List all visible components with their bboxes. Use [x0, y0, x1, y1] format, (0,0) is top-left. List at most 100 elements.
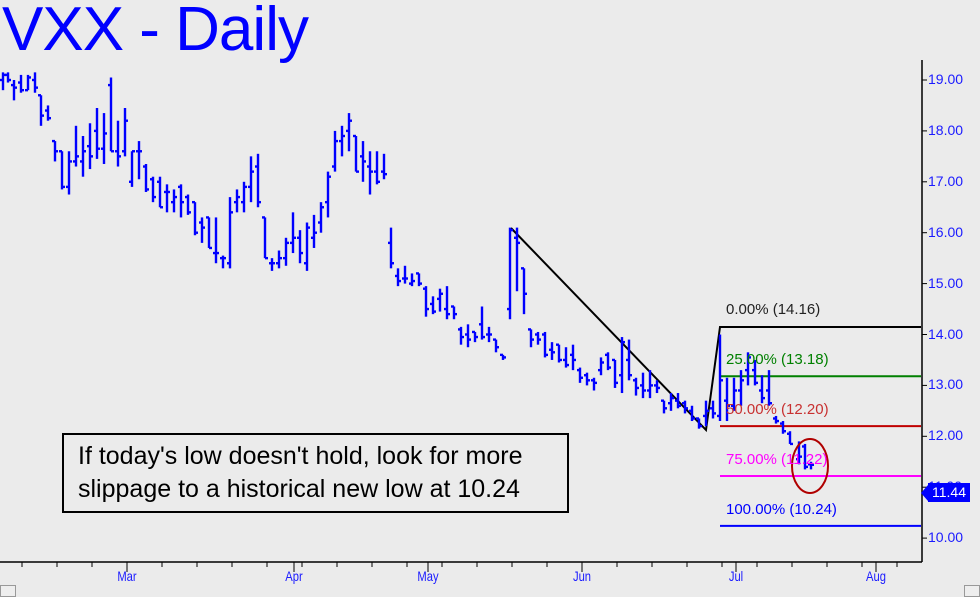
- ohlc-bar: [500, 353, 506, 360]
- ohlc-bar: [661, 399, 667, 414]
- fib-level-label: 100.00% (10.24): [726, 500, 837, 518]
- y-tick-label: 16.00: [928, 223, 964, 240]
- ohlc-bar: [5, 72, 11, 83]
- ohlc-bar: [486, 326, 492, 343]
- ohlc-bar: [332, 130, 338, 172]
- ohlc-bar: [479, 306, 485, 340]
- ohlc-bar: [52, 139, 58, 162]
- fib-level-label: 0.00% (14.16): [726, 301, 821, 319]
- ohlc-bar: [346, 113, 352, 152]
- ohlc-bar: [773, 415, 779, 424]
- ohlc-bar: [458, 326, 464, 345]
- ohlc-bar: [213, 217, 219, 264]
- ohlc-bar: [556, 343, 562, 363]
- ohlc-bar: [802, 443, 808, 470]
- ohlc-bar: [703, 400, 709, 427]
- ohlc-bar: [745, 352, 751, 386]
- ohlc-bar: [808, 461, 814, 470]
- ohlc-bar: [388, 227, 394, 269]
- ohlc-bar: [311, 214, 317, 248]
- ohlc-bar: [444, 286, 450, 320]
- ohlc-bar: [360, 141, 366, 182]
- ohlc-bar: [605, 352, 611, 371]
- ohlc-bar: [297, 230, 303, 264]
- y-tick-label: 12.00: [928, 427, 964, 444]
- ohlc-bar: [493, 338, 499, 353]
- ohlc-bar: [710, 400, 716, 419]
- fib-level-label: 75.00% (11.22): [726, 451, 828, 468]
- ohlc-bar: [521, 267, 527, 315]
- ohlc-bar: [717, 334, 723, 422]
- scroll-right-button[interactable]: [964, 585, 980, 597]
- annotation-line-2: slippage to a historical new low at 10.2…: [78, 475, 520, 503]
- ohlc-bar: [304, 222, 310, 271]
- ohlc-bar: [514, 227, 520, 292]
- ohlc-bar: [234, 189, 240, 213]
- ohlc-bar: [178, 184, 184, 218]
- last-price-badge: 11.44: [921, 483, 970, 502]
- ohlc-bar: [430, 296, 436, 315]
- ohlc-bar: [192, 200, 198, 236]
- annotation-box: If today's low doesn't hold, look for mo…: [62, 433, 569, 513]
- ohlc-bar: [157, 176, 163, 209]
- ohlc-bar: [381, 153, 387, 180]
- ohlc-bar: [437, 288, 443, 312]
- ohlc-bar: [318, 202, 324, 233]
- ohlc-bar: [535, 331, 541, 345]
- ohlc-bar: [32, 72, 38, 93]
- ohlc-bar: [738, 370, 744, 406]
- ohlc-bar: [38, 94, 44, 126]
- ohlc-bar: [675, 393, 681, 409]
- chart-title: VXX - Daily: [2, 0, 309, 64]
- ohlc-bar: [633, 377, 639, 396]
- ohlc-bar: [766, 370, 772, 406]
- ohlc-bar: [269, 258, 275, 271]
- ohlc-bar: [780, 421, 786, 434]
- ohlc-bar: [115, 120, 121, 167]
- ohlc-bar: [248, 156, 254, 203]
- ohlc-bar: [626, 339, 632, 381]
- ohlc-bar: [612, 358, 618, 388]
- ohlc-bar: [542, 331, 548, 358]
- ohlc-bar: [45, 105, 51, 121]
- ohlc-bar: [59, 150, 65, 190]
- x-tick-label: Apr: [285, 568, 303, 584]
- ohlc-bar: [374, 151, 380, 185]
- x-tick-label: Jul: [728, 568, 744, 584]
- y-tick-label: 14.00: [928, 325, 964, 342]
- ohlc-bar: [73, 125, 79, 167]
- y-tick-label: 17.00: [928, 172, 964, 189]
- ohlc-bar: [241, 181, 247, 213]
- ohlc-bar: [101, 113, 107, 164]
- ohlc-bar: [528, 328, 534, 348]
- ohlc-bar: [87, 123, 93, 170]
- ohlc-bar: [395, 268, 401, 287]
- ohlc-bar: [262, 216, 268, 260]
- ohlc-bar: [752, 359, 758, 386]
- scroll-left-button[interactable]: [0, 585, 16, 597]
- y-tick-label: 13.00: [928, 376, 964, 393]
- ohlc-bar: [402, 265, 408, 284]
- ohlc-bar: [787, 431, 793, 446]
- trendline: [510, 227, 921, 433]
- ohlc-bar: [171, 189, 177, 213]
- ohlc-bar: [759, 375, 765, 404]
- ohlc-bar: [199, 217, 205, 243]
- ohlc-bar: [227, 197, 233, 269]
- ohlc-bar: [143, 163, 149, 192]
- ohlc-bar: [150, 176, 156, 203]
- ohlc-bar: [416, 272, 422, 287]
- ohlc-bar: [423, 286, 429, 317]
- ohlc-bar: [563, 347, 569, 368]
- ohlc-bar: [409, 273, 415, 287]
- x-tick-label: Mar: [117, 568, 137, 584]
- ohlc-bar: [25, 74, 31, 92]
- ohlc-bar: [220, 255, 226, 269]
- x-tick-label: Aug: [866, 568, 886, 584]
- ohlc-bar: [66, 151, 72, 195]
- ohlc-bar: [647, 370, 653, 399]
- ohlc-bar: [598, 357, 604, 376]
- ohlc-bar: [11, 80, 17, 101]
- ohlc-bar: [94, 107, 100, 159]
